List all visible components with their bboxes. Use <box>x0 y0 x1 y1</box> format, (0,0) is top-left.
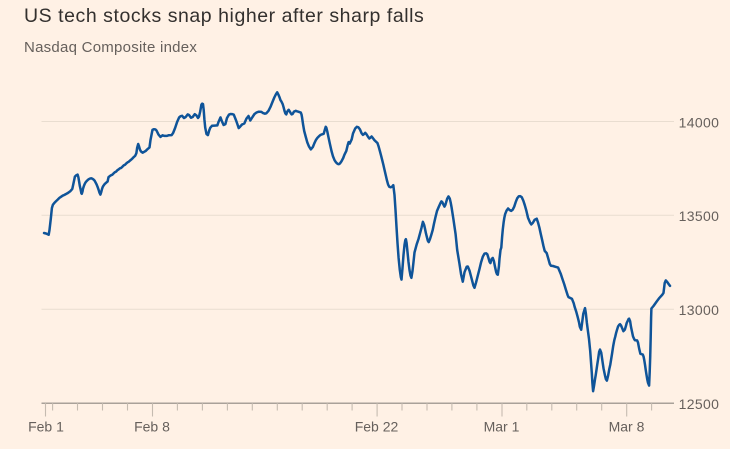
svg-text:13000: 13000 <box>679 302 720 318</box>
svg-text:Feb 1: Feb 1 <box>28 419 64 435</box>
svg-text:14000: 14000 <box>679 114 720 130</box>
svg-text:Feb 22: Feb 22 <box>355 419 399 435</box>
svg-text:Mar 1: Mar 1 <box>484 419 520 435</box>
svg-text:13500: 13500 <box>679 208 720 224</box>
svg-text:Feb 8: Feb 8 <box>134 419 170 435</box>
svg-text:Mar 8: Mar 8 <box>609 419 645 435</box>
svg-text:12500: 12500 <box>679 396 720 412</box>
